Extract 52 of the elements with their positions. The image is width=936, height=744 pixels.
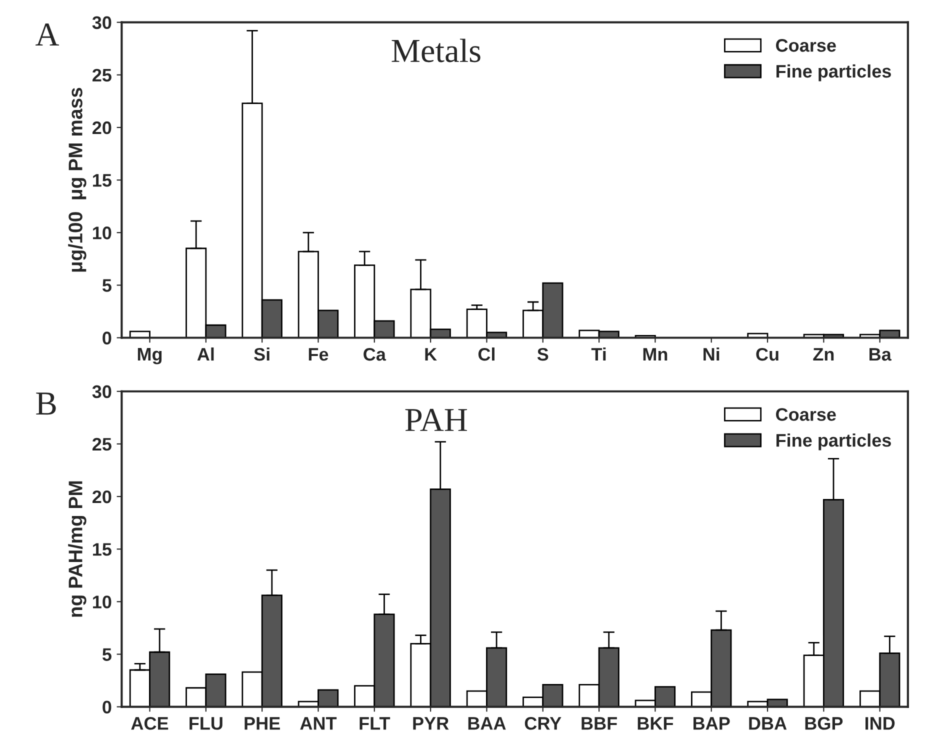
x-tick-label: BBF xyxy=(582,717,617,730)
x-tick-label: PYR xyxy=(413,717,449,730)
y-tick-label: 5 xyxy=(102,648,112,661)
chart-title: Metals xyxy=(392,38,480,62)
x-tick-label: Zn xyxy=(813,348,834,361)
y-tick-label: 10 xyxy=(93,596,112,608)
y-tick-label: 10 xyxy=(93,226,112,240)
x-tick-label: FLT xyxy=(360,717,390,730)
x-tick-label: CRY xyxy=(524,717,562,730)
y-tick-label: 25 xyxy=(92,438,112,451)
y-tick-label: 5 xyxy=(102,279,112,292)
y-axis-title: ng PAH/mg PM xyxy=(68,481,86,617)
x-tick-label: BGP xyxy=(805,717,843,730)
chart-title: PAH xyxy=(405,408,468,431)
x-tick-label: Mn xyxy=(643,348,668,361)
x-tick-label: Mg xyxy=(138,348,162,364)
x-tick-label: Cl xyxy=(478,347,494,361)
x-tick-label: Cu xyxy=(756,348,778,361)
x-tick-label: K xyxy=(425,348,437,361)
x-tick-label: Ca xyxy=(364,348,386,361)
y-tick-label: 0 xyxy=(102,332,112,344)
x-tick-label: S xyxy=(537,348,548,361)
x-tick-label: Fe xyxy=(308,348,328,361)
y-tick-label: 20 xyxy=(92,121,112,134)
y-tick-label: 0 xyxy=(102,700,112,714)
x-tick-label: Ni xyxy=(704,347,720,361)
text: B xyxy=(36,392,56,415)
y-axis-title: μg/100 μg PM mass xyxy=(68,88,86,272)
x-tick-label: PHE xyxy=(244,717,280,730)
legend-label: Fine particles xyxy=(776,64,891,82)
x-tick-label: Si xyxy=(254,347,270,361)
y-tick-label: 25 xyxy=(92,68,112,82)
y-tick-label: 15 xyxy=(93,174,112,187)
x-tick-label: FLU xyxy=(190,717,222,730)
x-tick-label: ANT xyxy=(300,717,337,730)
legend-label: Coarse xyxy=(776,39,836,52)
x-tick-label: Ba xyxy=(870,348,892,361)
y-tick-label: 15 xyxy=(93,543,112,556)
y-tick-label: 30 xyxy=(92,385,112,398)
x-tick-label: IND xyxy=(866,717,895,730)
legend-label: Coarse xyxy=(776,408,836,421)
y-tick-label: 30 xyxy=(92,16,112,30)
x-tick-label: BAP xyxy=(694,717,730,730)
x-tick-label: BAA xyxy=(468,717,506,730)
x-tick-label: DBA xyxy=(749,717,787,730)
y-tick-label: 20 xyxy=(92,490,112,504)
x-tick-label: Ti xyxy=(591,347,606,361)
legend-label: Fine particles xyxy=(776,433,891,450)
x-tick-label: Al xyxy=(197,347,214,361)
text: A xyxy=(36,23,60,46)
x-tick-label: BKF xyxy=(638,717,674,730)
x-tick-label: ACE xyxy=(131,717,168,730)
